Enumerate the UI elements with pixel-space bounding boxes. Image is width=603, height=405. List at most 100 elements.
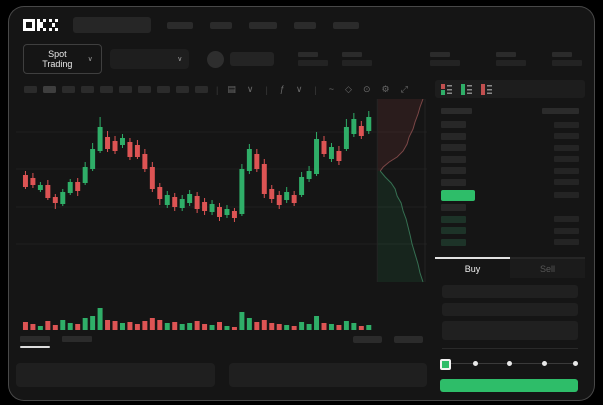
pair-selector-dropdown[interactable]: ∨	[109, 49, 190, 69]
timeframe-buttons	[24, 86, 208, 93]
bid-row[interactable]	[441, 214, 579, 226]
chevron-down-icon[interactable]: ∨	[246, 84, 254, 94]
amount-column-header	[542, 108, 579, 114]
timeframe-button[interactable]	[24, 86, 37, 93]
snapshot-icon[interactable]: ⊙	[362, 84, 371, 94]
nav-link[interactable]	[333, 21, 359, 29]
timeframe-button[interactable]	[119, 86, 132, 93]
search-input[interactable]	[73, 17, 151, 33]
slider-handle[interactable]	[440, 359, 451, 370]
orders-settings-button[interactable]	[394, 336, 423, 343]
timeframe-button[interactable]	[176, 86, 189, 93]
indicators-icon[interactable]: ƒ	[279, 84, 285, 94]
ticker-stat	[495, 52, 526, 66]
bottom-tabs	[16, 332, 427, 356]
chevron-down-icon: ∨	[87, 55, 93, 63]
last-amount-placeholder	[554, 192, 579, 198]
okx-logo[interactable]	[23, 18, 61, 32]
volume-chart-svg	[22, 308, 372, 330]
market-header: Spot Trading ∨ ∨	[9, 37, 594, 80]
chart-panel: | ▤ ∨ | ƒ ∨ | ~ ◇ ⊙ ⚙ ⤢	[16, 80, 427, 392]
divider: |	[216, 84, 219, 95]
line-icon[interactable]: ~	[328, 84, 335, 94]
nav-link[interactable]	[210, 21, 232, 29]
pair-logo-avatar[interactable]	[207, 50, 225, 68]
bid-rows	[441, 202, 579, 248]
slider-stop-25[interactable]	[472, 361, 478, 366]
candle-style-icon[interactable]: ▤	[227, 84, 236, 94]
timeframe-button[interactable]	[62, 86, 75, 93]
book-bids-icon[interactable]	[461, 83, 472, 95]
bid-row[interactable]	[441, 225, 579, 237]
timeframe-button[interactable]	[195, 86, 208, 93]
order-form	[435, 278, 585, 349]
draw-icon[interactable]: ◇	[345, 84, 352, 94]
orders-filter-button[interactable]	[353, 336, 382, 343]
pair-name-placeholder	[230, 52, 274, 66]
book-asks-icon[interactable]	[481, 83, 492, 95]
tab-history[interactable]	[62, 336, 92, 342]
nav-link[interactable]	[167, 21, 193, 29]
divider	[442, 348, 578, 349]
volume-pane	[16, 292, 427, 332]
ticker-stat	[341, 52, 372, 66]
candlestick-chart[interactable]	[16, 99, 427, 292]
orderbook-mode-switcher	[435, 80, 585, 98]
tab-sell[interactable]: Sell	[510, 257, 585, 278]
order-book	[435, 102, 585, 248]
divider: |	[265, 84, 268, 95]
timeframe-button[interactable]	[100, 86, 113, 93]
divider: |	[314, 84, 317, 95]
slider-stop-75[interactable]	[541, 361, 547, 366]
last-price-badge[interactable]	[441, 189, 475, 201]
order-history-panel[interactable]	[228, 363, 427, 387]
price-column-header	[441, 108, 472, 114]
market-type-dropdown[interactable]: Spot Trading ∨	[23, 44, 102, 74]
chevron-down-icon: ∨	[177, 55, 183, 63]
price-chart-svg	[16, 99, 427, 283]
amount-slider[interactable]	[440, 358, 578, 370]
chevron-down-icon[interactable]: ∨	[295, 84, 303, 94]
timeframe-button[interactable]	[138, 86, 151, 93]
ask-rows	[441, 119, 579, 188]
ask-row[interactable]	[441, 131, 579, 143]
nav-link[interactable]	[249, 21, 277, 29]
nav-links	[167, 21, 359, 29]
market-type-label: Spot Trading	[42, 49, 73, 69]
app-window: Spot Trading ∨ ∨ | ▤ ∨ | ƒ ∨ | ~ ◇ ⊙ ⚙ ⤢	[8, 6, 595, 401]
orders-area	[16, 363, 427, 387]
timeframe-button[interactable]	[157, 86, 170, 93]
slider-stop-100[interactable]	[573, 361, 578, 366]
ticker-stat	[551, 52, 582, 66]
nav-link[interactable]	[294, 21, 316, 29]
main-content: | ▤ ∨ | ƒ ∨ | ~ ◇ ⊙ ⚙ ⤢	[9, 80, 594, 392]
buy-submit-button[interactable]	[440, 379, 578, 392]
amount-input[interactable]	[442, 303, 578, 316]
buy-sell-tabs: Buy Sell	[435, 257, 585, 278]
tab-orders[interactable]	[20, 336, 50, 348]
spread-row[interactable]	[441, 202, 579, 214]
open-orders-panel[interactable]	[16, 363, 215, 387]
slider-stop-50[interactable]	[507, 361, 512, 366]
chart-toolbar: | ▤ ∨ | ƒ ∨ | ~ ◇ ⊙ ⚙ ⤢	[16, 80, 427, 99]
ask-row[interactable]	[441, 165, 579, 177]
ask-row[interactable]	[441, 142, 579, 154]
total-input[interactable]	[442, 321, 578, 340]
chart-tools: ▤ ∨ | ƒ ∨ | ~ ◇ ⊙ ⚙ ⤢	[226, 85, 408, 95]
ask-row[interactable]	[441, 177, 579, 189]
tab-buy[interactable]: Buy	[435, 257, 510, 278]
bid-row[interactable]	[441, 237, 579, 249]
settings-icon[interactable]: ⚙	[381, 84, 390, 94]
timeframe-button[interactable]	[81, 86, 94, 93]
trade-sidebar: Buy Sell	[435, 80, 585, 392]
book-combined-icon[interactable]	[441, 83, 452, 95]
ticker-stat	[297, 52, 328, 66]
ask-row[interactable]	[441, 154, 579, 166]
last-price-row	[441, 188, 579, 202]
order-book-header	[441, 108, 579, 114]
expand-icon[interactable]: ⤢	[400, 84, 408, 94]
top-nav	[9, 7, 594, 37]
price-input[interactable]	[442, 285, 578, 298]
timeframe-button[interactable]	[43, 86, 56, 93]
ask-row[interactable]	[441, 119, 579, 131]
